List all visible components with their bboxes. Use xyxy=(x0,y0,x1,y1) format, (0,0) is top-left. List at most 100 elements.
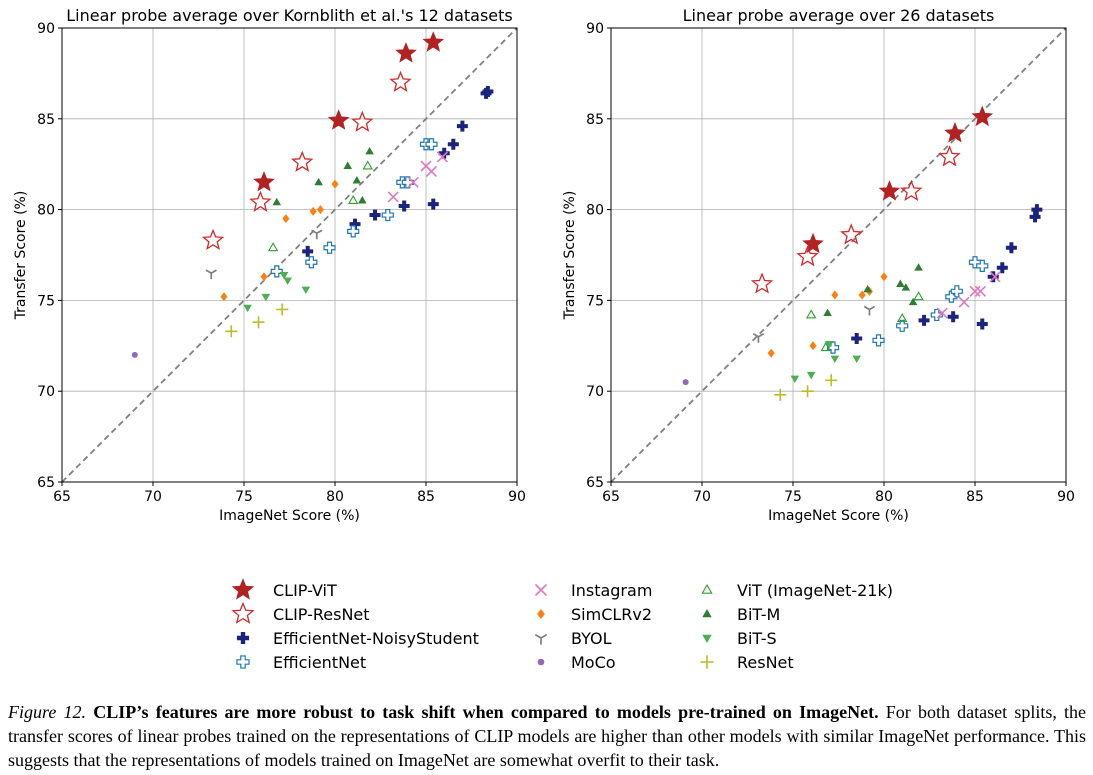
point-instagram xyxy=(407,176,419,188)
legend-label: EfficientNet xyxy=(273,653,366,672)
point-efficientnet-noisystudent xyxy=(851,333,863,345)
point-clip-resnet xyxy=(840,223,863,245)
point-efficientnet-noisystudent xyxy=(456,120,468,132)
series-efficientnet-noisystudent xyxy=(851,204,1043,345)
x-tick-label: 80 xyxy=(875,489,893,505)
x-tick-label: 70 xyxy=(693,489,711,505)
point-clip-vit xyxy=(395,42,417,63)
legend-marker-resnet xyxy=(700,655,714,669)
point-bit-m xyxy=(908,297,918,306)
legend-item-moco: MoCo xyxy=(537,653,616,672)
point-simclrv2 xyxy=(309,206,317,216)
point-efficientnet xyxy=(930,308,943,322)
point-efficientnet xyxy=(945,290,958,303)
point-resnet xyxy=(825,374,838,387)
series-instagram xyxy=(936,271,1001,319)
point-clip-vit xyxy=(802,232,824,254)
point-bit-m xyxy=(863,285,872,293)
y-tick-label: 85 xyxy=(37,112,55,128)
diagonal-line xyxy=(61,27,518,483)
legend-item-clip-vit: CLIP-ViT xyxy=(231,578,337,600)
series-byol xyxy=(205,229,323,280)
point-resnet xyxy=(801,385,814,398)
legend-label: ResNet xyxy=(737,653,794,672)
point-efficientnet xyxy=(872,334,885,347)
point-efficientnet-noisystudent xyxy=(996,262,1008,274)
point-clip-vit xyxy=(971,105,994,127)
figure-caption: Figure 12. CLIP’s features are more robu… xyxy=(8,700,1086,772)
point-clip-resnet xyxy=(291,150,314,172)
caption-bold: CLIP’s features are more robust to task … xyxy=(93,702,879,722)
point-moco xyxy=(682,379,689,386)
point-bit-s xyxy=(790,375,800,383)
point-clip-resnet xyxy=(201,228,225,250)
point-bit-s xyxy=(283,277,292,285)
legend-item-resnet: ResNet xyxy=(700,653,794,672)
y-tick-label: 70 xyxy=(37,384,55,400)
point-efficientnet-noisystudent xyxy=(1031,204,1043,216)
point-vit-imagenet-21k xyxy=(347,194,359,204)
legend-label: MoCo xyxy=(571,653,616,672)
chart-title: Linear probe average over Kornblith et a… xyxy=(66,6,513,25)
y-tick-label: 75 xyxy=(586,293,604,309)
y-tick-label: 90 xyxy=(37,21,55,37)
point-bit-m xyxy=(896,279,905,287)
x-tick-label: 75 xyxy=(235,489,253,505)
x-tick-label: 80 xyxy=(326,489,344,505)
series-clip-vit xyxy=(802,105,994,254)
point-vit-imagenet-21k xyxy=(267,242,279,252)
x-tick-label: 65 xyxy=(602,489,620,505)
point-efficientnet xyxy=(401,176,414,189)
point-efficientnet xyxy=(305,256,318,269)
y-tick-label: 80 xyxy=(586,203,604,219)
y-tick-label: 85 xyxy=(586,112,604,128)
point-simclrv2 xyxy=(220,292,228,302)
point-efficientnet-noisystudent xyxy=(482,86,494,98)
point-bit-m xyxy=(901,283,911,291)
x-axis-label: ImageNet Score (%) xyxy=(219,508,360,524)
point-clip-vit xyxy=(253,171,275,192)
point-efficientnet-noisystudent xyxy=(349,218,361,230)
x-tick-label: 70 xyxy=(144,489,162,505)
legend-label: BiT-S xyxy=(737,629,777,648)
series-simclrv2 xyxy=(220,179,339,302)
series-bit-m xyxy=(272,146,374,206)
point-simclrv2 xyxy=(260,272,268,282)
point-efficientnet xyxy=(425,138,438,151)
legend-item-clip-resnet: CLIP-ResNet xyxy=(231,601,370,624)
point-simclrv2 xyxy=(316,205,324,215)
point-efficientnet xyxy=(896,319,909,332)
point-efficientnet xyxy=(950,285,963,298)
y-tick-label: 75 xyxy=(37,293,55,309)
legend-label: Instagram xyxy=(571,581,652,600)
point-efficientnet-noisystudent xyxy=(427,198,439,210)
point-simclrv2 xyxy=(282,214,290,224)
legend-marker-simclrv2 xyxy=(537,609,545,619)
point-bit-s xyxy=(830,355,840,364)
point-vit-imagenet-21k xyxy=(896,312,908,323)
point-simclrv2 xyxy=(331,179,339,189)
x-tick-label: 90 xyxy=(508,489,526,505)
legend-marker-clip-vit xyxy=(231,578,255,600)
point-bit-s xyxy=(852,355,861,364)
series-vit-imagenet-21k xyxy=(805,291,924,352)
series-moco xyxy=(131,351,138,358)
point-instagram xyxy=(989,271,1001,283)
y-axis-label: Transfer Score (%) xyxy=(13,191,29,321)
legend-label: BYOL xyxy=(571,629,612,648)
point-vit-imagenet-21k xyxy=(820,342,831,352)
point-efficientnet-noisystudent xyxy=(398,200,410,212)
point-bit-s xyxy=(243,304,252,313)
legend-label: CLIP-ResNet xyxy=(273,605,370,624)
point-clip-vit xyxy=(944,121,966,143)
point-bit-m xyxy=(314,177,323,186)
figure-canvas: 65 70 75 80 85 90 65 70 75 80 85 90 Linear probe ave… xyxy=(13,6,1075,672)
point-instagram xyxy=(387,191,399,203)
point-efficientnet-noisystudent xyxy=(918,314,930,326)
point-bit-m xyxy=(365,146,374,155)
point-bit-s xyxy=(806,371,816,380)
y-tick-label: 65 xyxy=(586,475,604,491)
axes-frame xyxy=(610,27,1067,483)
point-clip-resnet xyxy=(750,272,774,294)
point-clip-resnet xyxy=(900,179,923,201)
